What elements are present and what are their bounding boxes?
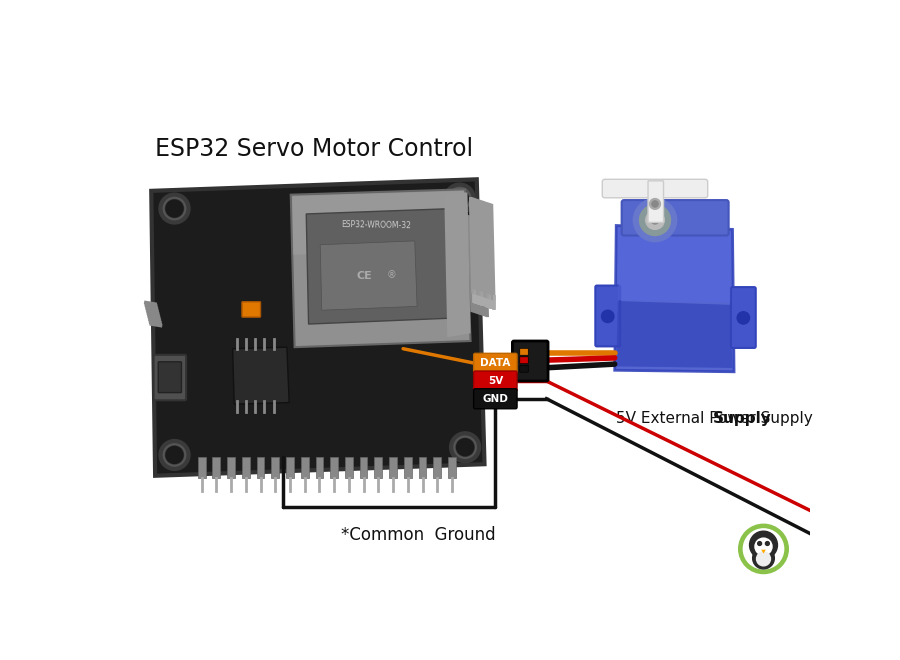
Text: 5V External Power Supply: 5V External Power Supply: [616, 411, 813, 426]
Circle shape: [159, 440, 190, 471]
Text: *Common  Ground: *Common Ground: [341, 526, 496, 544]
Polygon shape: [291, 189, 471, 347]
FancyBboxPatch shape: [622, 200, 729, 236]
Circle shape: [650, 199, 661, 209]
Circle shape: [601, 310, 614, 323]
FancyBboxPatch shape: [520, 348, 528, 355]
FancyBboxPatch shape: [330, 457, 338, 478]
Circle shape: [451, 190, 468, 207]
Circle shape: [765, 542, 770, 545]
Circle shape: [752, 547, 774, 569]
Circle shape: [737, 312, 750, 324]
Circle shape: [166, 446, 183, 463]
FancyBboxPatch shape: [286, 457, 293, 478]
FancyBboxPatch shape: [242, 302, 260, 317]
FancyBboxPatch shape: [154, 355, 186, 400]
FancyBboxPatch shape: [374, 457, 382, 478]
Circle shape: [445, 183, 475, 214]
Text: 5V: 5V: [488, 376, 503, 386]
Polygon shape: [761, 550, 766, 554]
Circle shape: [750, 531, 778, 559]
FancyBboxPatch shape: [198, 457, 205, 478]
FancyBboxPatch shape: [434, 457, 441, 478]
FancyBboxPatch shape: [256, 457, 265, 478]
Circle shape: [640, 205, 670, 236]
FancyBboxPatch shape: [404, 457, 411, 478]
FancyBboxPatch shape: [418, 457, 427, 478]
Text: ESP32-WROOM-32: ESP32-WROOM-32: [341, 220, 411, 230]
FancyBboxPatch shape: [648, 181, 663, 222]
FancyBboxPatch shape: [595, 286, 620, 346]
FancyBboxPatch shape: [301, 457, 309, 478]
FancyBboxPatch shape: [512, 341, 548, 381]
Circle shape: [645, 211, 664, 230]
Polygon shape: [151, 180, 484, 476]
Circle shape: [757, 552, 770, 566]
FancyBboxPatch shape: [473, 389, 517, 409]
FancyBboxPatch shape: [360, 457, 367, 478]
Polygon shape: [320, 241, 417, 310]
Circle shape: [651, 216, 659, 224]
FancyBboxPatch shape: [473, 371, 517, 391]
Text: CE: CE: [356, 271, 373, 280]
Polygon shape: [292, 191, 466, 255]
FancyBboxPatch shape: [212, 457, 220, 478]
Circle shape: [456, 439, 473, 455]
FancyBboxPatch shape: [227, 457, 235, 478]
Circle shape: [739, 524, 788, 574]
Text: GND: GND: [482, 394, 508, 404]
FancyBboxPatch shape: [242, 457, 249, 478]
Circle shape: [634, 199, 677, 242]
Circle shape: [166, 200, 183, 217]
Polygon shape: [445, 193, 471, 337]
Circle shape: [159, 193, 190, 224]
Circle shape: [652, 201, 658, 207]
FancyBboxPatch shape: [731, 287, 756, 348]
FancyBboxPatch shape: [389, 457, 397, 478]
Circle shape: [450, 432, 481, 463]
Circle shape: [758, 542, 761, 545]
Polygon shape: [616, 301, 733, 368]
FancyBboxPatch shape: [520, 365, 528, 372]
Text: DATA: DATA: [481, 358, 510, 368]
FancyBboxPatch shape: [448, 457, 455, 478]
Circle shape: [743, 529, 784, 569]
Polygon shape: [617, 228, 731, 302]
Polygon shape: [615, 226, 734, 372]
FancyBboxPatch shape: [316, 457, 323, 478]
Text: Supply: Supply: [713, 411, 772, 426]
FancyBboxPatch shape: [272, 457, 279, 478]
Circle shape: [755, 538, 772, 555]
FancyBboxPatch shape: [602, 180, 707, 198]
Polygon shape: [232, 347, 289, 404]
Text: ESP32 Servo Motor Control: ESP32 Servo Motor Control: [155, 137, 473, 161]
FancyBboxPatch shape: [158, 362, 182, 393]
FancyBboxPatch shape: [473, 353, 517, 374]
Text: ®: ®: [387, 271, 396, 280]
FancyBboxPatch shape: [520, 357, 528, 364]
FancyBboxPatch shape: [345, 457, 353, 478]
Polygon shape: [306, 209, 457, 324]
